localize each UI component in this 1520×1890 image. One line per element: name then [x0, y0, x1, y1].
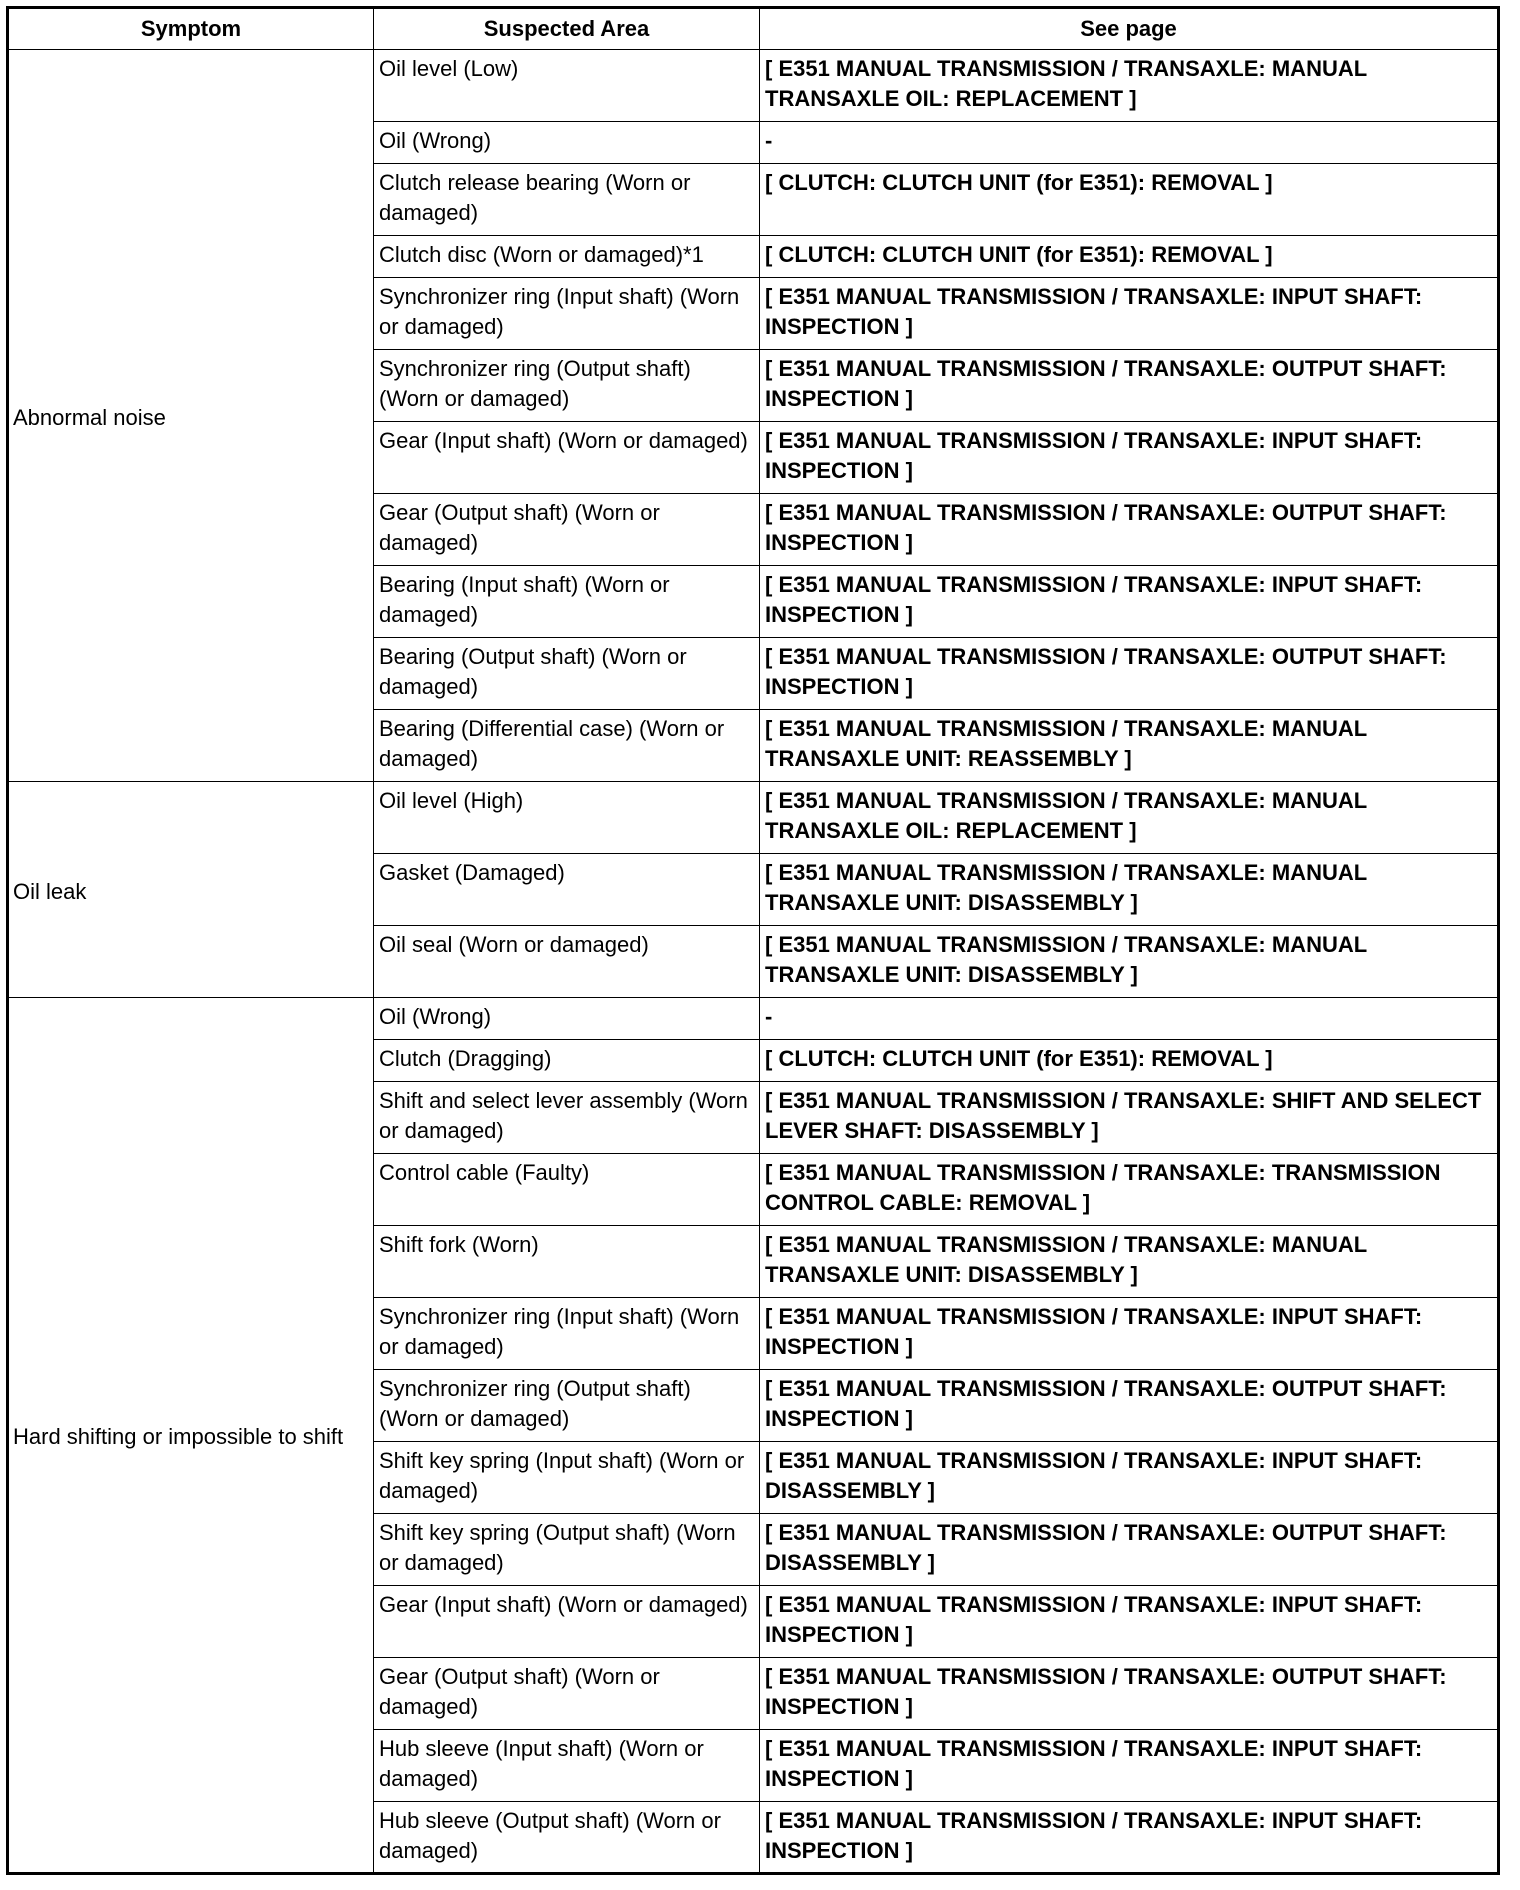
see-page-reference[interactable]: [ CLUTCH: CLUTCH UNIT (for E351): REMOVA… [759, 163, 1499, 236]
table-row: Shift fork (Worn)[ E351 MANUAL TRANSMISS… [8, 1225, 1499, 1298]
header-see-page: See page [759, 7, 1499, 50]
suspected-area-cell: Synchronizer ring (Input shaft) (Worn or… [373, 277, 760, 350]
suspected-area-cell: Synchronizer ring (Input shaft) (Worn or… [373, 1297, 760, 1370]
table-row: Bearing (Differential case) (Worn or dam… [8, 709, 1499, 782]
see-page-reference[interactable]: [ E351 MANUAL TRANSMISSION / TRANSAXLE: … [759, 1369, 1499, 1442]
see-page-reference[interactable]: [ E351 MANUAL TRANSMISSION / TRANSAXLE: … [759, 637, 1499, 710]
suspected-area-cell: Shift fork (Worn) [373, 1225, 760, 1298]
table-row: Gear (Output shaft) (Worn or damaged)[ E… [8, 493, 1499, 566]
suspected-area-cell: Oil (Wrong) [373, 997, 760, 1040]
see-page-reference[interactable]: [ E351 MANUAL TRANSMISSION / TRANSAXLE: … [759, 1297, 1499, 1370]
table-row: Hub sleeve (Output shaft) (Worn or damag… [8, 1801, 1499, 1874]
suspected-area-cell: Shift key spring (Input shaft) (Worn or … [373, 1441, 760, 1514]
table-row: Synchronizer ring (Output shaft) (Worn o… [8, 1369, 1499, 1442]
suspected-area-cell: Clutch disc (Worn or damaged)*1 [373, 235, 760, 278]
see-page-reference[interactable]: [ E351 MANUAL TRANSMISSION / TRANSAXLE: … [759, 709, 1499, 782]
see-page-reference[interactable]: [ E351 MANUAL TRANSMISSION / TRANSAXLE: … [759, 1729, 1499, 1802]
see-page-reference[interactable]: [ CLUTCH: CLUTCH UNIT (for E351): REMOVA… [759, 235, 1499, 278]
symptom-cell: Oil leak [7, 781, 374, 998]
suspected-area-cell: Gear (Input shaft) (Worn or damaged) [373, 421, 760, 494]
table-row: Control cable (Faulty)[ E351 MANUAL TRAN… [8, 1153, 1499, 1226]
suspected-area-cell: Gear (Output shaft) (Worn or damaged) [373, 1657, 760, 1730]
see-page-reference[interactable]: [ E351 MANUAL TRANSMISSION / TRANSAXLE: … [759, 1657, 1499, 1730]
table-row: Shift and select lever assembly (Worn or… [8, 1081, 1499, 1154]
see-page-reference[interactable]: [ E351 MANUAL TRANSMISSION / TRANSAXLE: … [759, 1153, 1499, 1226]
see-page-reference[interactable]: [ E351 MANUAL TRANSMISSION / TRANSAXLE: … [759, 1513, 1499, 1586]
see-page-reference[interactable]: [ E351 MANUAL TRANSMISSION / TRANSAXLE: … [759, 565, 1499, 638]
suspected-area-cell: Gear (Output shaft) (Worn or damaged) [373, 493, 760, 566]
symptom-cell: Abnormal noise [7, 49, 374, 782]
table-row: Abnormal noise Oil level (Low)[ E351 MANU… [7, 49, 1499, 782]
see-page-reference[interactable]: [ E351 MANUAL TRANSMISSION / TRANSAXLE: … [759, 853, 1499, 926]
table-row: Gear (Input shaft) (Worn or damaged)[ E3… [8, 421, 1499, 494]
table-row: Synchronizer ring (Input shaft) (Worn or… [8, 277, 1499, 350]
symptom-table: Symptom Suspected Area See page Abnormal… [6, 6, 1500, 1875]
see-page-reference[interactable]: [ E351 MANUAL TRANSMISSION / TRANSAXLE: … [759, 1225, 1499, 1298]
see-page-reference[interactable]: [ CLUTCH: CLUTCH UNIT (for E351): REMOVA… [759, 1039, 1499, 1082]
suspected-area-cell: Hub sleeve (Input shaft) (Worn or damage… [373, 1729, 760, 1802]
table-row: Bearing (Output shaft) (Worn or damaged)… [8, 637, 1499, 710]
see-page-reference[interactable]: [ E351 MANUAL TRANSMISSION / TRANSAXLE: … [759, 1441, 1499, 1514]
table-row: Oil seal (Worn or damaged)[ E351 MANUAL … [8, 925, 1499, 998]
symptom-cell: Hard shifting or impossible to shift [7, 997, 374, 1874]
suspected-area-cell: Bearing (Output shaft) (Worn or damaged) [373, 637, 760, 710]
see-page-reference[interactable]: [ E351 MANUAL TRANSMISSION / TRANSAXLE: … [759, 49, 1499, 122]
table-row: Oil (Wrong) - [8, 121, 1499, 164]
table-row: Gear (Input shaft) (Worn or damaged)[ E3… [8, 1585, 1499, 1658]
suspected-area-cell: Control cable (Faulty) [373, 1153, 760, 1226]
suspected-area-cell: Oil level (Low) [373, 49, 760, 122]
see-page-reference: - [759, 997, 1499, 1040]
suspected-area-cell: Gasket (Damaged) [373, 853, 760, 926]
suspected-area-cell: Bearing (Input shaft) (Worn or damaged) [373, 565, 760, 638]
see-page-reference[interactable]: [ E351 MANUAL TRANSMISSION / TRANSAXLE: … [759, 925, 1499, 998]
suspected-area-cell: Clutch (Dragging) [373, 1039, 760, 1082]
suspected-area-cell: Oil level (High) [373, 781, 760, 854]
table-row: Synchronizer ring (Output shaft) (Worn o… [8, 349, 1499, 422]
suspected-area-cell: Clutch release bearing (Worn or damaged) [373, 163, 760, 236]
see-page-reference[interactable]: [ E351 MANUAL TRANSMISSION / TRANSAXLE: … [759, 349, 1499, 422]
table-row: Shift key spring (Input shaft) (Worn or … [8, 1441, 1499, 1514]
suspected-area-cell: Synchronizer ring (Output shaft) (Worn o… [373, 349, 760, 422]
see-page-reference[interactable]: [ E351 MANUAL TRANSMISSION / TRANSAXLE: … [759, 1801, 1499, 1874]
see-page-reference[interactable]: [ E351 MANUAL TRANSMISSION / TRANSAXLE: … [759, 493, 1499, 566]
header-suspected-area: Suspected Area [373, 7, 760, 50]
suspected-area-cell: Oil seal (Worn or damaged) [373, 925, 760, 998]
table-row: Gasket (Damaged)[ E351 MANUAL TRANSMISSI… [8, 853, 1499, 926]
see-page-reference[interactable]: [ E351 MANUAL TRANSMISSION / TRANSAXLE: … [759, 1585, 1499, 1658]
table-row: Clutch release bearing (Worn or damaged)… [8, 163, 1499, 236]
see-page-reference[interactable]: [ E351 MANUAL TRANSMISSION / TRANSAXLE: … [759, 421, 1499, 494]
see-page-reference[interactable]: [ E351 MANUAL TRANSMISSION / TRANSAXLE: … [759, 277, 1499, 350]
suspected-area-cell: Oil (Wrong) [373, 121, 760, 164]
suspected-area-cell: Hub sleeve (Output shaft) (Worn or damag… [373, 1801, 760, 1874]
table-row: Gear (Output shaft) (Worn or damaged)[ E… [8, 1657, 1499, 1730]
table-row: Oil leak Oil level (High)[ E351 MANUAL TR… [7, 781, 1499, 998]
suspected-area-cell: Synchronizer ring (Output shaft) (Worn o… [373, 1369, 760, 1442]
table-row: Shift key spring (Output shaft) (Worn or… [8, 1513, 1499, 1586]
see-page-reference: - [759, 121, 1499, 164]
table-row: Hard shifting or impossible to shift Oil … [7, 997, 1499, 1874]
header-symptom: Symptom [7, 7, 374, 50]
table-row: Clutch (Dragging)[ CLUTCH: CLUTCH UNIT (… [8, 1039, 1499, 1082]
see-page-reference[interactable]: [ E351 MANUAL TRANSMISSION / TRANSAXLE: … [759, 1081, 1499, 1154]
header-row: Symptom Suspected Area See page [7, 7, 1499, 50]
suspected-area-cell: Shift and select lever assembly (Worn or… [373, 1081, 760, 1154]
table-row: Synchronizer ring (Input shaft) (Worn or… [8, 1297, 1499, 1370]
see-page-reference[interactable]: [ E351 MANUAL TRANSMISSION / TRANSAXLE: … [759, 781, 1499, 854]
suspected-area-cell: Gear (Input shaft) (Worn or damaged) [373, 1585, 760, 1658]
table-row: Bearing (Input shaft) (Worn or damaged)[… [8, 565, 1499, 638]
suspected-area-cell: Bearing (Differential case) (Worn or dam… [373, 709, 760, 782]
suspected-area-cell: Shift key spring (Output shaft) (Worn or… [373, 1513, 760, 1586]
